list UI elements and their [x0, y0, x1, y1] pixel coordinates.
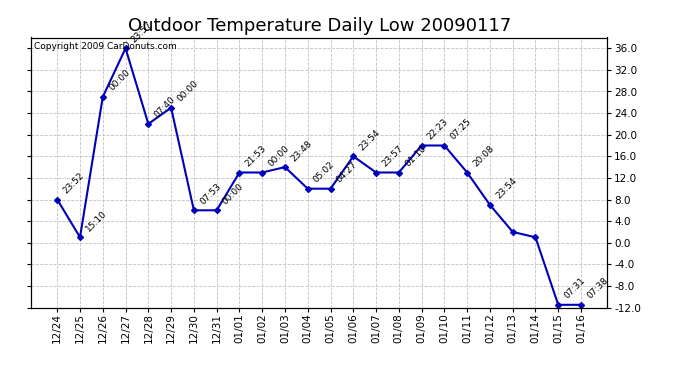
Text: 21:53: 21:53 — [244, 144, 268, 168]
Text: 07:38: 07:38 — [585, 276, 610, 301]
Text: 01:10: 01:10 — [403, 144, 428, 168]
Text: 23:57: 23:57 — [380, 144, 405, 168]
Text: 07:31: 07:31 — [562, 276, 587, 301]
Text: 23:48: 23:48 — [289, 138, 314, 163]
Text: 23:54: 23:54 — [357, 128, 382, 152]
Text: 05:02: 05:02 — [312, 160, 337, 184]
Text: 15:10: 15:10 — [84, 209, 109, 233]
Text: 20:08: 20:08 — [471, 144, 496, 168]
Text: 00:00: 00:00 — [107, 68, 132, 93]
Text: 07:40: 07:40 — [152, 95, 177, 120]
Text: 07:25: 07:25 — [448, 117, 473, 141]
Text: 22:23: 22:23 — [426, 117, 450, 141]
Text: 00:00: 00:00 — [266, 144, 291, 168]
Text: Copyright 2009 CarDonuts.com: Copyright 2009 CarDonuts.com — [34, 42, 177, 51]
Title: Outdoor Temperature Daily Low 20090117: Outdoor Temperature Daily Low 20090117 — [128, 16, 511, 34]
Text: 07:53: 07:53 — [198, 182, 223, 206]
Text: 23:52: 23:52 — [61, 171, 86, 195]
Text: 00:00: 00:00 — [175, 79, 200, 104]
Text: 23:57: 23:57 — [130, 20, 155, 44]
Text: 04:27: 04:27 — [335, 160, 359, 184]
Text: 00:00: 00:00 — [221, 182, 246, 206]
Text: 23:54: 23:54 — [494, 176, 519, 201]
